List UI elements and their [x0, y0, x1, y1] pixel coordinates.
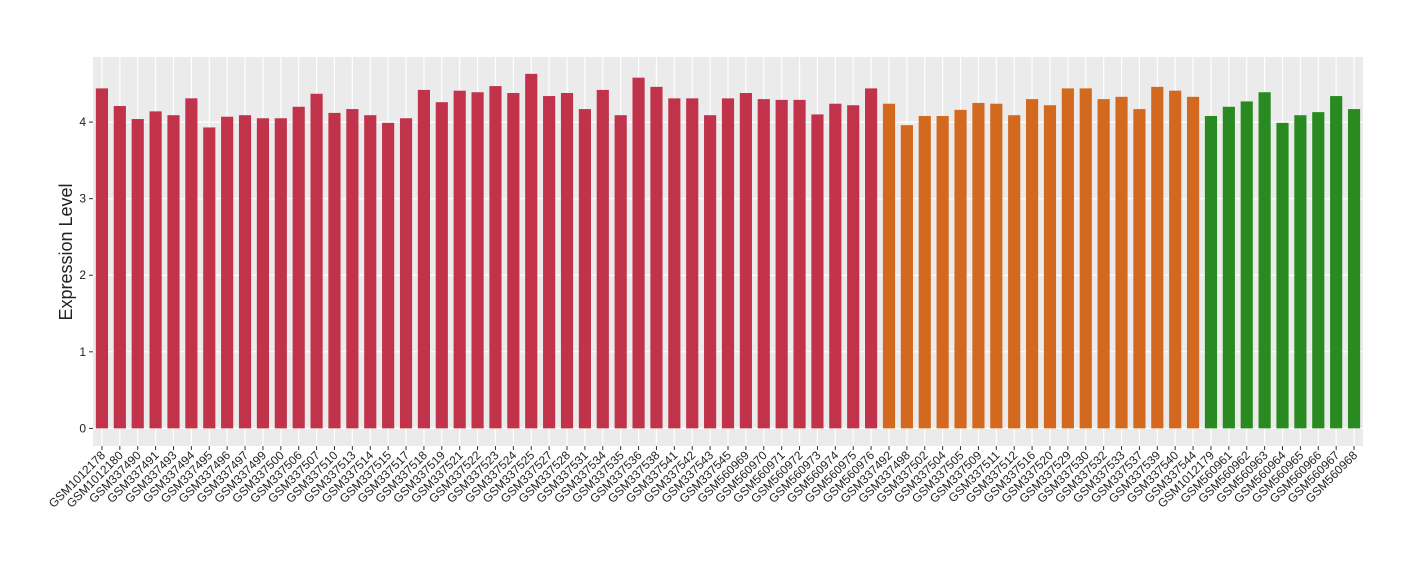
bar	[650, 86, 663, 429]
bar	[1008, 115, 1021, 429]
bar	[757, 99, 770, 429]
bar	[1294, 115, 1307, 429]
y-tick-label: 1	[79, 345, 86, 359]
bar	[668, 98, 681, 429]
bar	[1330, 96, 1343, 429]
bar	[704, 115, 717, 429]
bar	[865, 88, 878, 429]
bar	[900, 125, 913, 429]
bar	[793, 99, 806, 429]
bar	[399, 118, 413, 429]
y-tick-label: 3	[79, 192, 86, 206]
bar	[382, 122, 395, 429]
bar	[489, 86, 502, 429]
bar	[221, 116, 234, 429]
bar	[543, 96, 556, 429]
bar	[1043, 105, 1057, 429]
bar	[847, 105, 860, 429]
bar	[203, 127, 216, 429]
y-tick-label: 4	[79, 115, 86, 129]
bar	[435, 102, 448, 429]
y-tick-label: 0	[79, 421, 86, 435]
bar	[990, 103, 1003, 429]
bar	[453, 90, 466, 429]
bar	[578, 109, 591, 429]
bar	[1240, 101, 1253, 429]
bar	[238, 115, 252, 429]
bar	[686, 98, 699, 429]
bar	[1312, 112, 1325, 429]
bar	[95, 88, 109, 429]
bar	[972, 102, 985, 429]
bar	[775, 99, 788, 429]
bar	[185, 98, 198, 429]
bar	[364, 115, 377, 429]
bar	[525, 73, 538, 429]
bar	[346, 109, 359, 429]
bar	[113, 106, 126, 429]
bar	[292, 106, 305, 429]
bar	[310, 93, 323, 429]
bar	[507, 92, 520, 429]
bar	[882, 103, 896, 429]
bar	[1097, 99, 1110, 429]
bar	[471, 92, 484, 429]
bar	[417, 89, 430, 429]
bar	[811, 114, 824, 429]
bar	[1026, 99, 1039, 429]
bar	[560, 92, 574, 429]
bar	[1276, 122, 1289, 429]
bar	[1347, 109, 1361, 429]
bar	[1151, 86, 1164, 429]
bar	[274, 118, 287, 429]
bar	[1169, 90, 1182, 429]
y-tick-label: 2	[79, 268, 86, 282]
bar	[149, 111, 162, 429]
bar	[1061, 88, 1074, 429]
bar	[131, 119, 144, 429]
bar	[614, 115, 627, 429]
bar	[721, 98, 735, 429]
bar	[1115, 96, 1128, 429]
bar	[829, 103, 842, 429]
bar	[1204, 115, 1218, 429]
bar	[632, 77, 645, 429]
bar	[918, 115, 931, 429]
bar	[256, 118, 270, 429]
bar	[739, 92, 752, 429]
bar	[1222, 106, 1235, 429]
bar	[954, 109, 967, 429]
y-axis-title: Expression Level	[56, 183, 76, 320]
bar	[936, 115, 949, 429]
bar	[596, 89, 609, 429]
bar	[1186, 96, 1200, 429]
bar	[1133, 109, 1146, 429]
bar	[1258, 92, 1271, 429]
bar	[328, 112, 341, 429]
bar	[1079, 88, 1092, 429]
bar	[167, 115, 180, 429]
